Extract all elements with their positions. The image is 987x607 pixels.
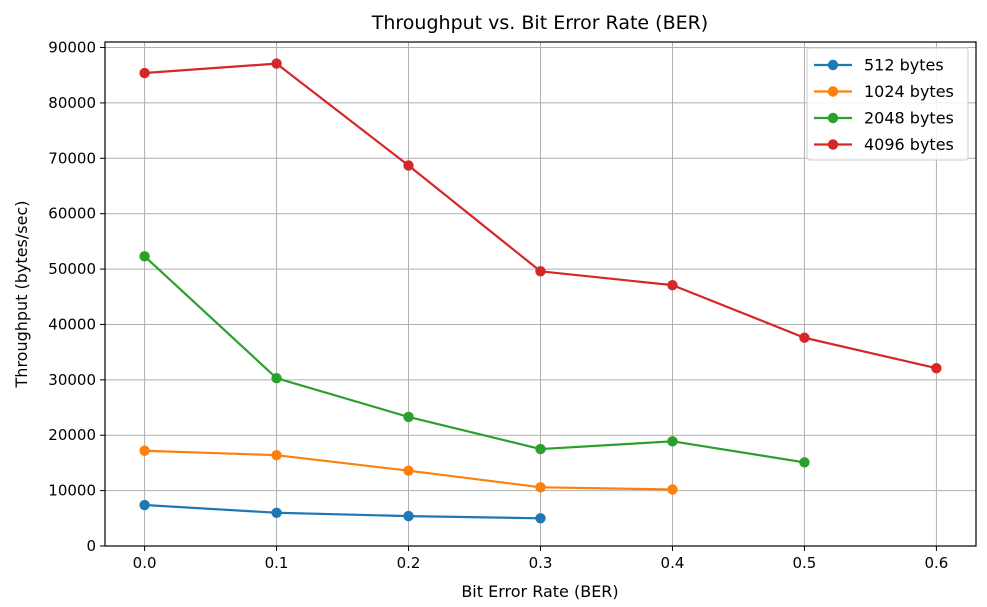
legend-item: 4096 bytes xyxy=(814,135,954,154)
legend-box xyxy=(806,47,969,161)
series-3 xyxy=(139,58,942,374)
data-point xyxy=(271,507,282,518)
legend-marker xyxy=(827,59,839,71)
data-point xyxy=(535,443,546,455)
y-tick-label: 60000 xyxy=(48,205,96,223)
data-point xyxy=(139,499,150,511)
y-tick-label: 40000 xyxy=(48,315,96,333)
y-tick-label: 80000 xyxy=(48,94,96,112)
x-tick-label: 0.3 xyxy=(529,554,553,572)
data-point xyxy=(403,510,414,522)
legend-item: 2048 bytes xyxy=(814,109,954,128)
data-point xyxy=(271,58,282,69)
y-tick-label: 0 xyxy=(86,537,96,555)
legend-item: 1024 bytes xyxy=(814,82,954,101)
data-point xyxy=(403,160,414,171)
x-tick-label: 0.6 xyxy=(924,554,948,572)
data-point xyxy=(403,465,414,476)
data-point xyxy=(271,372,282,384)
data-point xyxy=(139,67,150,79)
y-ticks: 0 10000 20000 30000 40000 50000 60000 70000 8000… xyxy=(48,39,105,555)
data-point xyxy=(667,436,678,447)
series-layer xyxy=(139,58,942,524)
x-axis-label: Bit Error Rate (BER) xyxy=(461,582,618,601)
data-point xyxy=(139,251,150,262)
series-0 xyxy=(139,499,546,524)
legend-marker xyxy=(827,86,839,97)
x-tick-label: 0.2 xyxy=(397,554,421,572)
legend-label: 4096 bytes xyxy=(864,135,954,154)
data-point xyxy=(535,513,546,524)
y-tick-label: 30000 xyxy=(48,371,96,389)
x-ticks: 0.0 0.1 0.2 0.3 0.4 0.5 0.6 xyxy=(133,546,948,572)
series-2 xyxy=(139,251,810,468)
legend-label: 1024 bytes xyxy=(864,82,954,101)
legend-label: 2048 bytes xyxy=(864,109,954,128)
y-tick-label: 10000 xyxy=(48,482,96,500)
x-tick-label: 0.0 xyxy=(133,554,157,572)
x-tick-label: 0.5 xyxy=(793,554,817,572)
legend-marker xyxy=(827,112,839,124)
series-line xyxy=(144,503,541,520)
data-point xyxy=(139,445,150,456)
x-tick-label: 0.1 xyxy=(265,554,289,572)
data-point xyxy=(535,482,546,493)
legend-item: 512 bytes xyxy=(814,56,944,75)
legend: 512 bytes 1024 bytes 2048 bytes 4096 bytes xyxy=(806,47,969,161)
y-tick-label: 90000 xyxy=(48,39,96,57)
legend-marker xyxy=(827,139,839,150)
data-point xyxy=(931,363,942,374)
data-point xyxy=(799,457,810,468)
y-tick-label: 20000 xyxy=(48,426,96,444)
data-point xyxy=(271,449,282,461)
x-tick-label: 0.4 xyxy=(661,554,685,572)
series-1 xyxy=(139,445,678,495)
data-point xyxy=(667,484,678,495)
chart-title: Throughput vs. Bit Error Rate (BER) xyxy=(371,12,708,34)
y-axis-label: Throughput (bytes/sec) xyxy=(12,201,31,389)
legend-label: 512 bytes xyxy=(864,56,944,75)
series-line xyxy=(143,255,805,464)
y-tick-label: 50000 xyxy=(48,260,96,278)
data-point xyxy=(799,332,810,343)
data-point xyxy=(667,279,678,291)
data-point xyxy=(403,411,414,423)
y-tick-label: 70000 xyxy=(48,149,96,167)
data-point xyxy=(535,266,546,277)
